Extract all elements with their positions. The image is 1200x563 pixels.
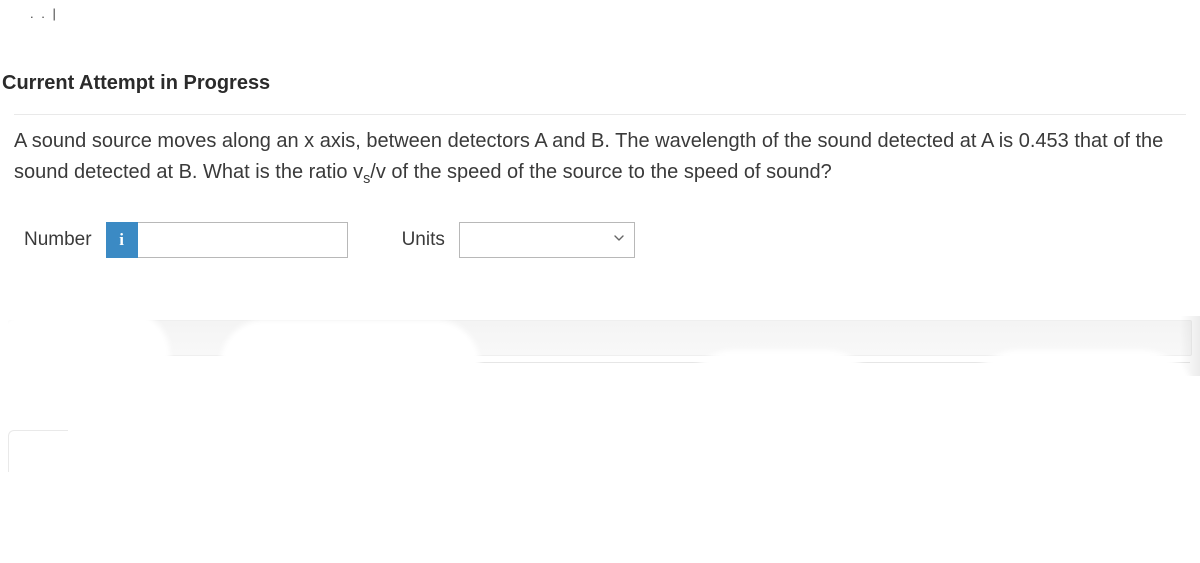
info-button[interactable]: i [106,222,138,258]
question-page: { "crumb": ". . |", "section_title": "Cu… [0,0,1200,563]
units-label: Units [402,229,445,251]
answer-row: Number i Units [24,222,1170,258]
units-select-wrap [459,222,635,258]
obscured-box [8,430,68,472]
breadcrumb-fragment: . . | [30,6,58,21]
divider [14,114,1186,115]
number-input[interactable] [138,222,348,258]
number-input-group: i [106,222,348,258]
question-text: A sound source moves along an x axis, be… [14,126,1170,190]
smudge [0,310,170,400]
edge-shadow [1180,316,1200,376]
units-select[interactable] [459,222,635,258]
smudge [220,320,480,410]
smudge [960,350,1200,470]
section-title: Current Attempt in Progress [2,72,270,95]
question-post: /v of the speed of the source to the spe… [370,161,831,183]
number-label: Number [24,229,92,251]
smudge [680,350,880,460]
